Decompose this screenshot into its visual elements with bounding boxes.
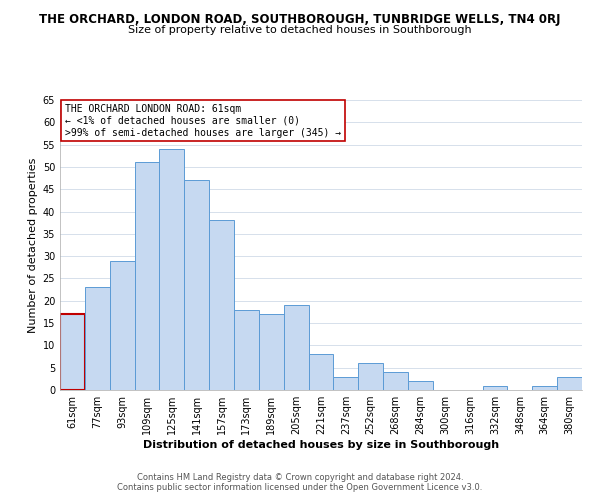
Text: Contains HM Land Registry data © Crown copyright and database right 2024.: Contains HM Land Registry data © Crown c… bbox=[137, 472, 463, 482]
Text: Size of property relative to detached houses in Southborough: Size of property relative to detached ho… bbox=[128, 25, 472, 35]
Text: THE ORCHARD, LONDON ROAD, SOUTHBOROUGH, TUNBRIDGE WELLS, TN4 0RJ: THE ORCHARD, LONDON ROAD, SOUTHBOROUGH, … bbox=[39, 12, 561, 26]
Bar bbox=[184, 180, 209, 390]
Bar bbox=[482, 386, 508, 390]
Bar bbox=[160, 149, 184, 390]
Bar bbox=[334, 376, 358, 390]
Bar bbox=[358, 363, 383, 390]
Bar bbox=[60, 314, 85, 390]
Bar bbox=[209, 220, 234, 390]
Bar bbox=[383, 372, 408, 390]
Bar bbox=[284, 305, 308, 390]
Bar bbox=[110, 260, 134, 390]
Bar bbox=[308, 354, 334, 390]
Bar bbox=[408, 381, 433, 390]
Bar bbox=[234, 310, 259, 390]
Y-axis label: Number of detached properties: Number of detached properties bbox=[28, 158, 38, 332]
Bar bbox=[532, 386, 557, 390]
Bar bbox=[259, 314, 284, 390]
Bar bbox=[134, 162, 160, 390]
Text: Contains public sector information licensed under the Open Government Licence v3: Contains public sector information licen… bbox=[118, 482, 482, 492]
Bar bbox=[557, 376, 582, 390]
X-axis label: Distribution of detached houses by size in Southborough: Distribution of detached houses by size … bbox=[143, 440, 499, 450]
Text: THE ORCHARD LONDON ROAD: 61sqm
← <1% of detached houses are smaller (0)
>99% of : THE ORCHARD LONDON ROAD: 61sqm ← <1% of … bbox=[65, 104, 341, 138]
Bar bbox=[85, 288, 110, 390]
